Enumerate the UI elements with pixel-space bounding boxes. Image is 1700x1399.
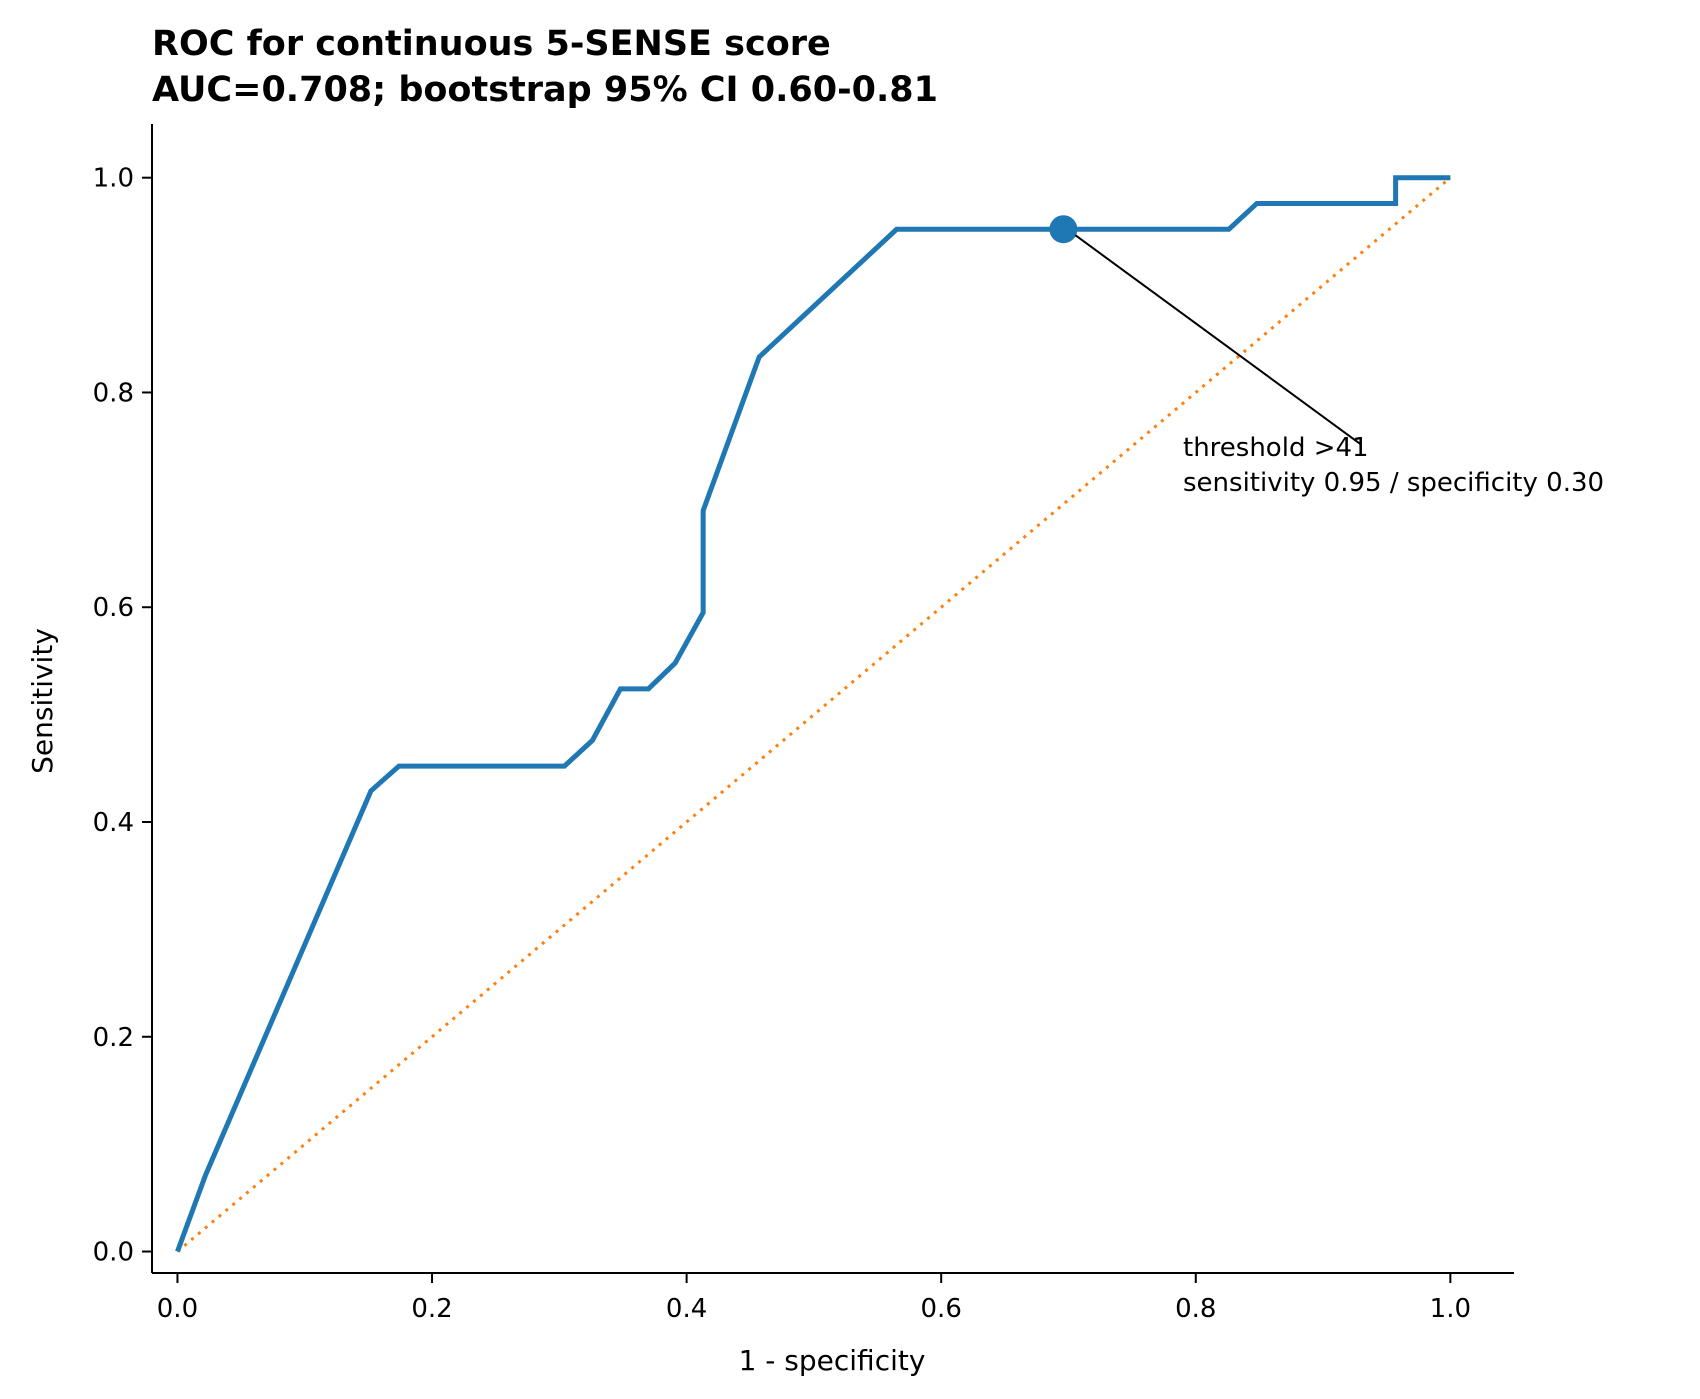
y-tick-label: 0.4 (93, 808, 134, 838)
x-tick-label: 0.8 (1175, 1294, 1216, 1324)
y-tick-label: 0.2 (93, 1023, 134, 1053)
axes (151, 124, 1514, 1274)
x-tick-label: 0.0 (157, 1294, 198, 1324)
y-tick-label: 0.8 (93, 378, 134, 408)
annotation: threshold >41 sensitivity 0.95 / specifi… (1074, 234, 1604, 498)
x-axis-label: 1 - specificity (739, 1344, 926, 1377)
threshold-marker (1049, 215, 1078, 244)
chart-title-line1: ROC for continuous 5-SENSE score (152, 24, 831, 64)
y-tick-label: 0.0 (93, 1238, 134, 1268)
y-axis-label: Sensitivity (26, 628, 59, 774)
ticks: 0.0 0.2 0.4 0.6 0.8 1.0 0.0 0.2 0.4 0.6 0.8 1.0 (93, 164, 1471, 1324)
chart-title-line2: AUC=0.708; bootstrap 95% CI 0.60-0.81 (152, 70, 938, 110)
x-tick-label: 0.4 (666, 1294, 707, 1324)
roc-curve (175, 175, 1451, 1253)
x-tick-label: 0.2 (411, 1294, 452, 1324)
annotation-threshold: threshold >41 (1183, 433, 1369, 463)
chance-line (176, 176, 1452, 1253)
x-tick-label: 0.6 (921, 1294, 962, 1324)
annotation-arrow (1074, 234, 1362, 446)
x-tick-label: 1.0 (1430, 1294, 1471, 1324)
plot-area (175, 175, 1452, 1253)
y-tick-label: 0.6 (93, 593, 134, 623)
annotation-sens-spec: sensitivity 0.95 / specificity 0.30 (1183, 468, 1604, 498)
y-tick-label: 1.0 (93, 164, 134, 194)
